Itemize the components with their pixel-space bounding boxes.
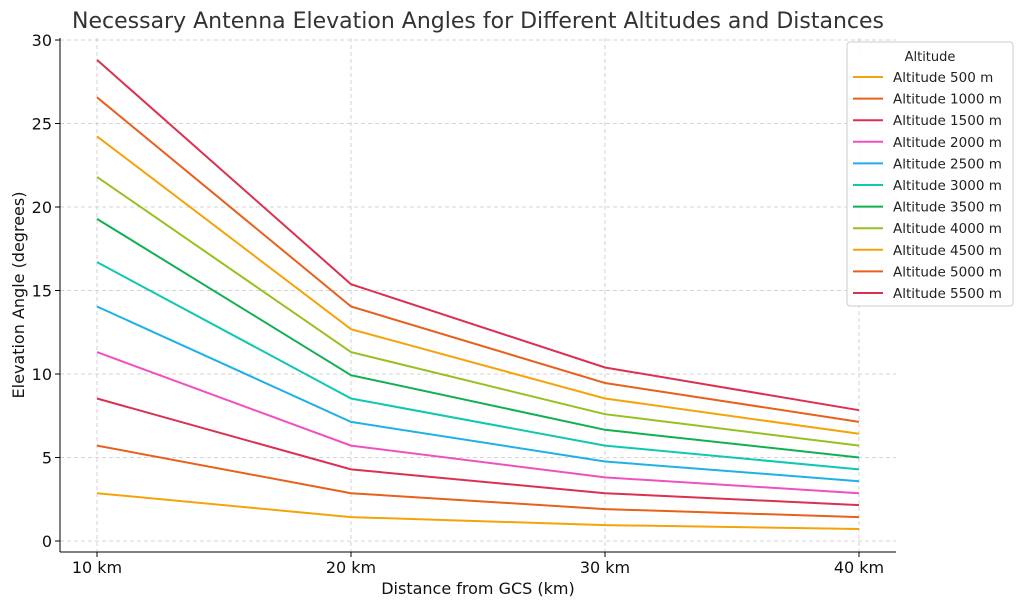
x-tick-label: 30 km bbox=[580, 558, 630, 577]
x-tick-label: 10 km bbox=[72, 558, 122, 577]
series-line-altitude-2500-m bbox=[96, 305, 860, 483]
legend-label: Altitude 1000 m bbox=[893, 92, 1002, 108]
series-line-altitude-1000-m bbox=[96, 444, 860, 519]
series-line-altitude-5000-m bbox=[96, 96, 860, 423]
legend-items: Altitude 500 m Altitude 1000 m Altitude 15… bbox=[853, 70, 1002, 302]
y-tick-label: 0 bbox=[42, 532, 52, 551]
x-tick-label: 20 km bbox=[326, 558, 376, 577]
series-line-altitude-2000-m bbox=[96, 351, 860, 495]
x-axis-ticks: 10 km 20 km 30 km 40 km bbox=[72, 552, 884, 577]
y-tick-label: 10 bbox=[32, 365, 52, 384]
chart-title: Necessary Antenna Elevation Angles for D… bbox=[72, 9, 884, 34]
legend-label: Altitude 4000 m bbox=[893, 221, 1002, 237]
y-tick-label: 20 bbox=[32, 198, 52, 217]
y-axis-label: Elevation Angle (degrees) bbox=[9, 192, 28, 399]
series-line-altitude-500-m bbox=[96, 492, 860, 530]
x-tick-label: 40 km bbox=[834, 558, 884, 577]
legend-box bbox=[846, 41, 1014, 307]
series-line-altitude-5500-m bbox=[96, 59, 860, 412]
legend-label: Altitude 3000 m bbox=[893, 178, 1002, 194]
legend-label: Altitude 2000 m bbox=[893, 135, 1002, 151]
x-axis-label: Distance from GCS (km) bbox=[381, 579, 575, 598]
series-line-altitude-4000-m bbox=[96, 176, 860, 447]
legend-label: Altitude 5000 m bbox=[893, 264, 1002, 280]
series-line-altitude-4500-m bbox=[96, 135, 860, 435]
y-tick-label: 5 bbox=[42, 449, 52, 468]
legend-label: Altitude 4500 m bbox=[893, 243, 1002, 259]
series-line-altitude-1500-m bbox=[96, 397, 860, 507]
series-line-altitude-3500-m bbox=[96, 218, 860, 459]
legend-title: Altitude bbox=[905, 50, 956, 65]
legend-label: Altitude 1500 m bbox=[893, 113, 1002, 129]
legend-label: Altitude 500 m bbox=[893, 70, 993, 86]
series-lines bbox=[96, 59, 860, 530]
y-tick-label: 30 bbox=[32, 31, 52, 50]
y-tick-label: 25 bbox=[32, 115, 52, 134]
legend-label: Altitude 2500 m bbox=[893, 156, 1002, 172]
series-line-altitude-3000-m bbox=[96, 261, 860, 471]
y-axis-ticks: 0 5 10 15 20 25 30 bbox=[32, 31, 60, 551]
legend-label: Altitude 3500 m bbox=[893, 200, 1002, 216]
y-tick-label: 15 bbox=[32, 282, 52, 301]
legend-label: Altitude 5500 m bbox=[893, 286, 1002, 302]
